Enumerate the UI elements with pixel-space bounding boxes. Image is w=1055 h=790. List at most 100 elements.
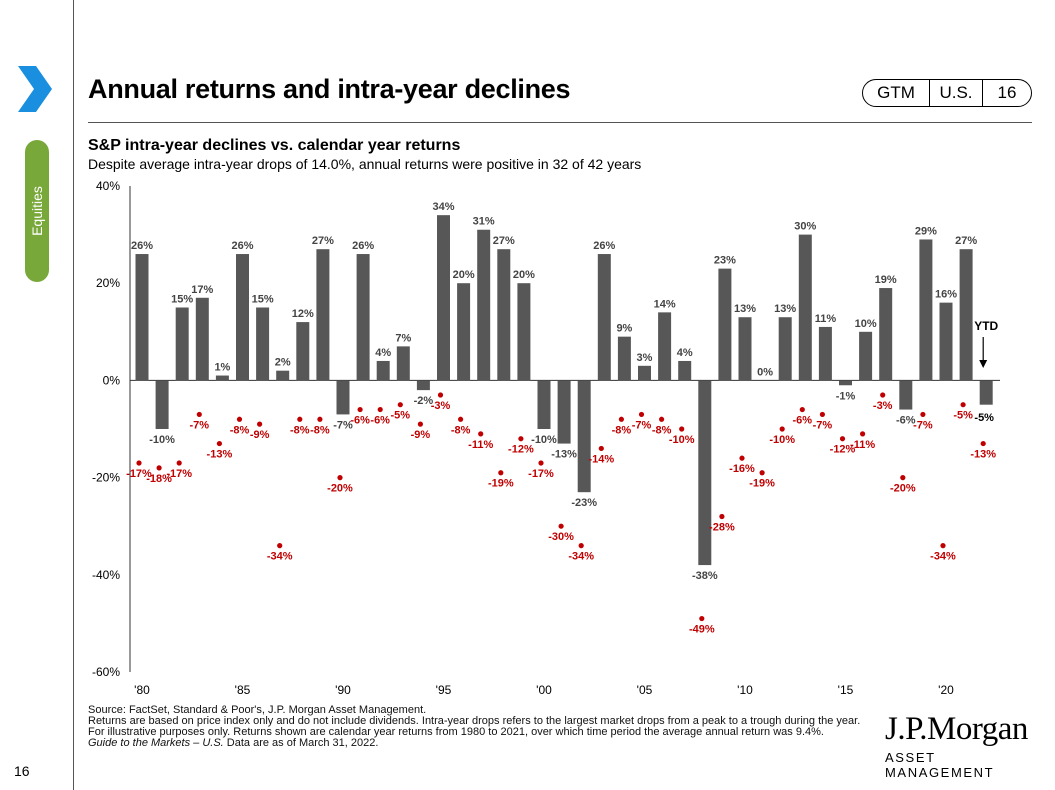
return-bar	[879, 288, 893, 381]
decline-dot	[216, 440, 222, 447]
return-label: 16%	[935, 289, 957, 301]
return-label: 7%	[395, 332, 411, 344]
return-label: 15%	[171, 294, 193, 306]
return-bar	[537, 380, 551, 429]
return-label: 13%	[734, 303, 756, 315]
return-label: -1%	[836, 390, 856, 402]
return-label: 23%	[714, 255, 736, 267]
x-tick-label: '00	[536, 683, 552, 697]
x-tick-label: '85	[235, 683, 251, 697]
y-tick-label: -40%	[92, 568, 120, 582]
return-bar	[356, 254, 370, 381]
return-bar	[919, 239, 933, 381]
decline-dot	[518, 436, 524, 442]
return-label: 27%	[312, 235, 334, 247]
return-label: -6%	[896, 415, 916, 427]
return-bar	[195, 297, 209, 381]
decline-label: -6%	[350, 415, 370, 427]
decline-dot	[236, 416, 243, 422]
decline-dot	[638, 411, 645, 418]
decline-dot	[136, 460, 142, 466]
decline-label: -12%	[830, 444, 856, 456]
ytd-annotation: YTD	[974, 319, 998, 333]
return-label: 11%	[815, 313, 837, 325]
decline-label: -17%	[166, 468, 192, 480]
decline-label: -8%	[290, 424, 310, 436]
return-bar	[899, 380, 913, 410]
decline-dot	[277, 543, 283, 549]
decline-dot	[980, 440, 986, 447]
return-label: 4%	[375, 347, 391, 359]
return-bar	[437, 215, 450, 381]
decline-label: -11%	[850, 439, 875, 451]
return-bar	[396, 346, 410, 381]
decline-label: -8%	[230, 424, 250, 436]
decline-label: -18%	[146, 473, 172, 485]
x-tick-label: '10	[737, 683, 753, 697]
return-label: 17%	[191, 284, 213, 296]
decline-label: -5%	[953, 410, 973, 422]
decline-label: -8%	[451, 424, 471, 436]
decline-dot	[538, 460, 544, 466]
methodology-note: Returns are based on price index only an…	[88, 715, 861, 738]
return-bar	[236, 254, 249, 381]
return-label: 0%	[757, 366, 773, 378]
decline-dot	[940, 543, 946, 549]
decline-dot	[377, 406, 383, 413]
return-bar	[597, 254, 611, 381]
y-tick-label: 40%	[96, 179, 120, 193]
decline-label: -34%	[930, 551, 956, 563]
return-label: 10%	[855, 318, 877, 330]
return-label: 31%	[473, 216, 495, 228]
return-bar	[698, 380, 712, 566]
ytd-arrow-head	[979, 360, 988, 368]
decline-label: -6%	[793, 415, 813, 427]
decline-label: -20%	[890, 483, 916, 495]
decline-label: -10%	[669, 434, 695, 446]
guide-title: Guide to the Markets – U.S.	[88, 737, 224, 749]
logo-brand: J.P.Morgan	[885, 711, 1028, 747]
decline-dot	[860, 431, 866, 437]
decline-label: -34%	[568, 551, 594, 563]
decline-label: -19%	[749, 478, 775, 490]
decline-dot	[437, 392, 444, 398]
decline-dot	[699, 615, 705, 622]
data-date: Data are as of March 31, 2022.	[223, 737, 379, 749]
return-bar	[175, 307, 189, 381]
y-tick-label: 20%	[96, 276, 120, 290]
return-bar	[457, 283, 471, 381]
decline-dot	[458, 416, 464, 422]
return-label: 34%	[432, 201, 454, 213]
decline-label: -3%	[873, 400, 893, 412]
decline-label: -10%	[769, 434, 795, 446]
chevron-right-icon[interactable]	[14, 66, 54, 112]
return-label: 26%	[593, 240, 615, 252]
decline-label: -13%	[970, 449, 996, 461]
return-bar	[839, 380, 852, 386]
decline-label: -14%	[588, 453, 614, 465]
return-bar	[798, 234, 812, 381]
return-bar	[215, 375, 229, 381]
return-bar	[638, 365, 651, 381]
decline-label: -9%	[411, 429, 431, 441]
decline-label: -12%	[508, 444, 534, 456]
decline-label: -20%	[327, 483, 353, 495]
jpmorgan-logo: J.P.Morgan ASSET MANAGEMENT	[885, 712, 1035, 780]
decline-dot	[317, 416, 323, 422]
source-line: Source: FactSet, Standard & Poor's, J.P.…	[88, 704, 427, 716]
x-tick-label: '80	[134, 683, 150, 697]
return-bar	[135, 254, 149, 381]
decline-label: -49%	[689, 624, 715, 636]
return-label: 27%	[493, 235, 515, 247]
title-rule	[88, 122, 1032, 123]
section-tab-equities[interactable]: Equities	[25, 140, 49, 282]
return-bar	[557, 380, 571, 444]
decline-dot	[719, 513, 725, 520]
return-label: 12%	[292, 308, 314, 320]
x-tick-label: '95	[436, 683, 452, 697]
return-label: 20%	[513, 269, 535, 281]
region-label: U.S.	[930, 80, 983, 106]
return-bar	[577, 380, 591, 493]
logo-subtitle: ASSET MANAGEMENT	[885, 750, 995, 780]
decline-dot	[960, 402, 966, 408]
